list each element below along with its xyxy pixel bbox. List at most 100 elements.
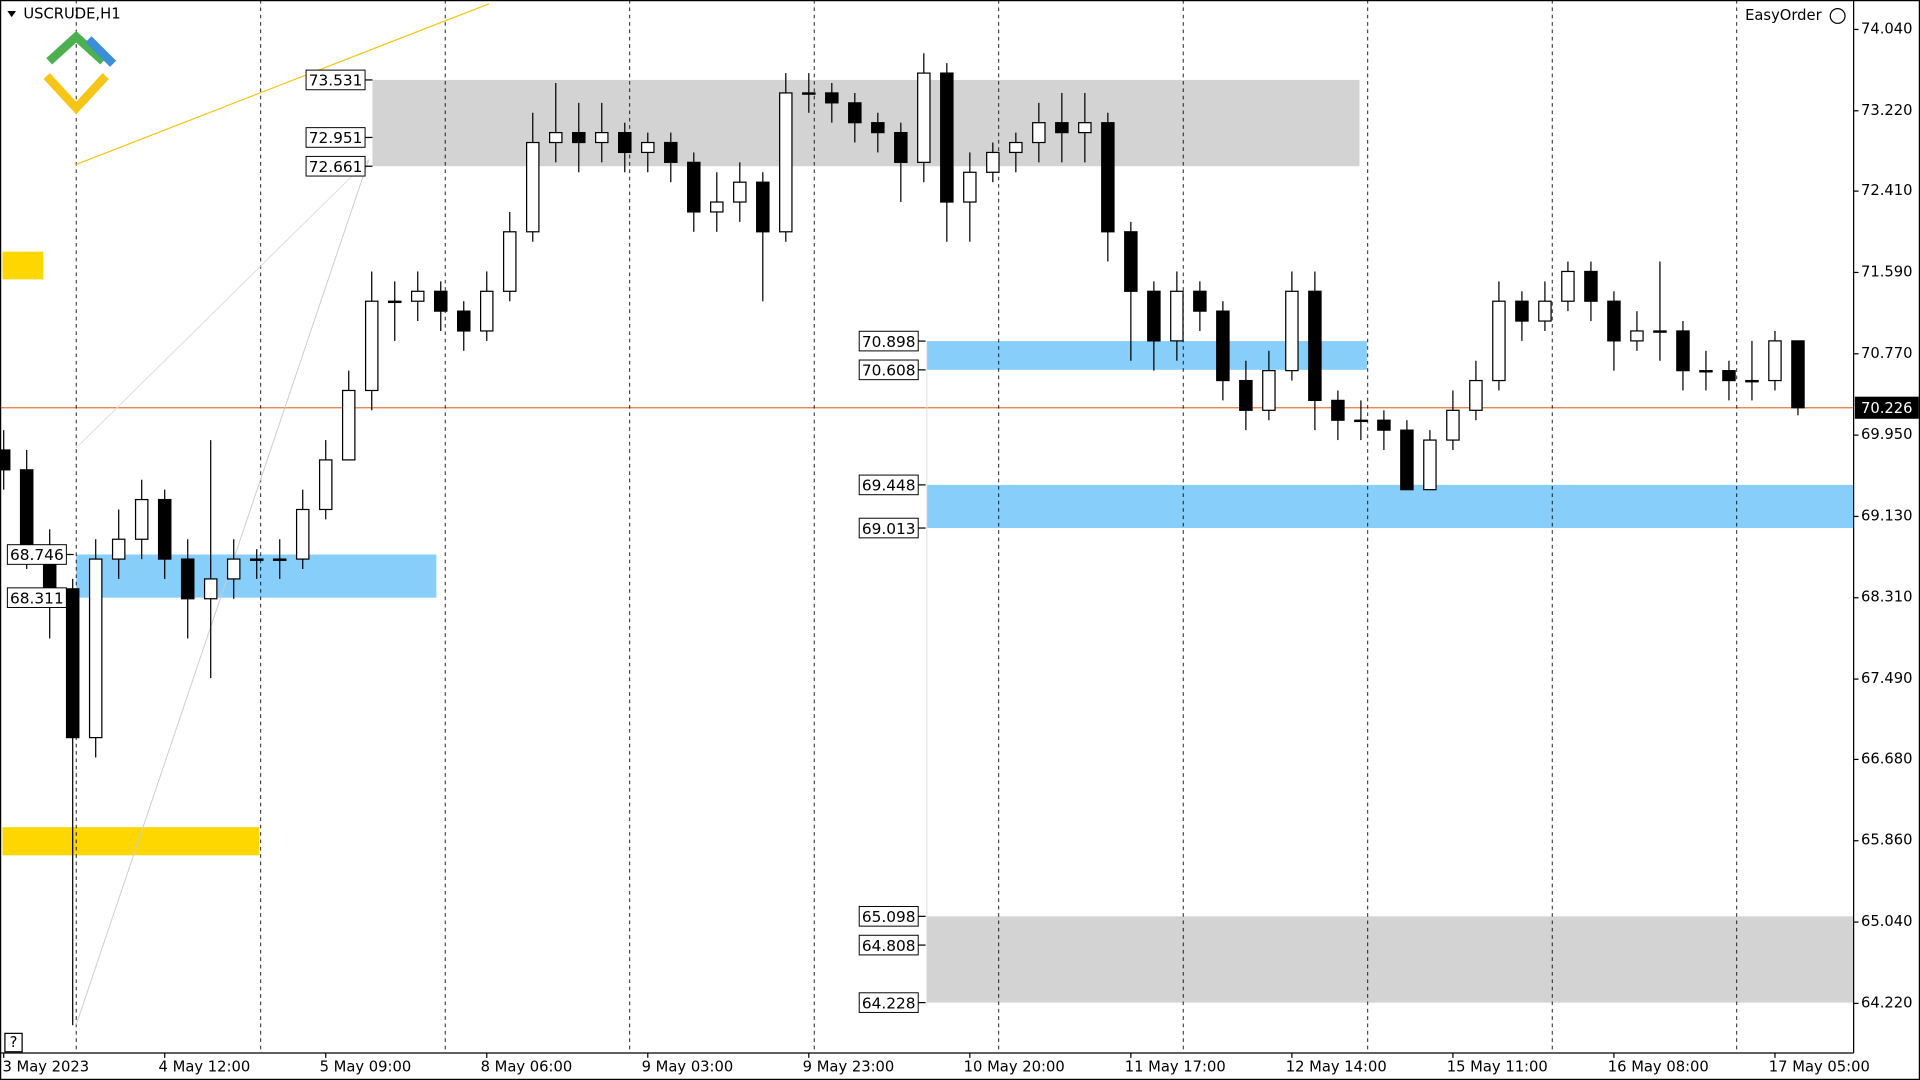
candle-body <box>1262 370 1276 411</box>
help-box[interactable] <box>4 1032 23 1053</box>
level-label: 69.013 <box>862 520 916 538</box>
candle-body <box>88 558 103 739</box>
logo-part <box>43 73 109 115</box>
y-tick-label: 71.590 <box>1861 263 1913 280</box>
candle-body <box>1722 370 1736 382</box>
x-tick-label: 9 May 23:00 <box>803 1059 895 1076</box>
candle-body <box>1308 290 1322 402</box>
candle-body <box>1400 429 1414 491</box>
x-tick-label: 9 May 03:00 <box>642 1059 734 1076</box>
candle-body <box>1653 330 1667 333</box>
x-tick-label: 12 May 14:00 <box>1286 1059 1387 1076</box>
level-label: 65.098 <box>862 908 916 926</box>
level-label: 68.311 <box>10 589 64 607</box>
x-tick-label: 10 May 20:00 <box>964 1059 1065 1076</box>
candle-body <box>986 151 1000 173</box>
level-labels: 73.531 72.951 72.661 70.898 70.608 69.448 69.0… <box>6 69 926 1013</box>
y-tick-label: 72.410 <box>1861 182 1913 199</box>
candle-body <box>1216 310 1230 382</box>
candle-body <box>295 508 310 560</box>
x-tick-label: 15 May 11:00 <box>1447 1059 1548 1076</box>
candle-body <box>687 161 701 213</box>
candle-body <box>1469 379 1483 411</box>
candle-body <box>595 131 609 144</box>
candle-body <box>1584 270 1598 302</box>
candle-body <box>641 141 655 154</box>
marker-zone <box>2 827 260 856</box>
candle-body <box>134 498 149 540</box>
fib-line <box>75 159 370 1025</box>
marker-zone <box>2 251 44 280</box>
x-tick-label: 3 May 2023 <box>2 1059 89 1076</box>
candle-body <box>111 538 126 560</box>
candle-body <box>1561 270 1575 302</box>
candle-body <box>387 300 402 304</box>
candle-body <box>526 141 540 233</box>
level-label: 70.608 <box>862 362 916 380</box>
current-price-box <box>1854 396 1919 419</box>
current-price-label: 70.226 <box>1861 400 1913 417</box>
candle-body <box>1676 330 1690 372</box>
candle-body <box>1791 340 1805 409</box>
x-tick-label: 17 May 05:00 <box>1769 1059 1870 1076</box>
candle-body <box>1377 419 1391 431</box>
candle-body <box>1515 300 1529 322</box>
axes: 3 May 2023 4 May 12:00 5 May 09:00 8 May 06… <box>2 20 1919 1076</box>
zone <box>926 916 1854 1003</box>
candle-body <box>1446 409 1460 441</box>
help-label[interactable]: ? <box>10 1034 18 1051</box>
candle-body <box>1239 379 1253 411</box>
candle-body <box>756 181 770 233</box>
x-tick-label: 8 May 06:00 <box>481 1059 573 1076</box>
candle-body <box>65 588 80 739</box>
menu-arrow[interactable] <box>7 11 16 18</box>
candle-body <box>710 201 724 213</box>
trend-line <box>75 3 490 166</box>
candle-body <box>802 92 816 95</box>
y-tick-label: 69.950 <box>1861 426 1913 443</box>
easyorder-label[interactable]: EasyOrder <box>1745 7 1823 24</box>
level-label: 68.746 <box>10 546 64 564</box>
candle-body <box>272 558 287 561</box>
candle-body <box>618 131 632 154</box>
candle-body <box>1032 122 1046 144</box>
zones <box>0 79 1854 1003</box>
candle-body <box>433 290 448 312</box>
candle-body <box>180 558 195 600</box>
candle-body <box>1630 330 1644 342</box>
candle-body <box>157 498 172 560</box>
candle-body <box>341 389 356 461</box>
candle-body <box>1101 122 1115 233</box>
candle-body <box>364 300 379 392</box>
level-label: 73.531 <box>309 72 363 90</box>
candle-body <box>871 122 885 134</box>
candle-body <box>19 469 34 550</box>
smiley-icon[interactable] <box>1829 7 1846 24</box>
y-tick-label: 66.680 <box>1861 750 1913 767</box>
candle-body <box>249 558 264 561</box>
candle-body <box>894 131 908 163</box>
candle-body <box>733 181 747 203</box>
level-label: 69.448 <box>862 477 916 495</box>
candle-body <box>1768 340 1782 382</box>
candle-body <box>503 231 517 292</box>
zone <box>372 79 1360 167</box>
candle-body <box>1423 439 1437 491</box>
candle-body <box>825 92 839 104</box>
candle-body <box>1147 290 1161 342</box>
y-tick-label: 65.860 <box>1861 832 1913 849</box>
logo-part <box>46 31 107 65</box>
candle-body <box>917 72 931 163</box>
y-tick-label: 65.040 <box>1861 913 1913 930</box>
candle-body <box>1009 141 1023 154</box>
x-tick-label: 4 May 12:00 <box>159 1059 251 1076</box>
y-tick-label: 67.490 <box>1861 670 1913 687</box>
x-tick-label: 5 May 09:00 <box>320 1059 412 1076</box>
fib-line <box>75 159 370 449</box>
candle-body <box>1354 419 1368 423</box>
candle-body <box>318 459 333 511</box>
candle-body <box>963 171 977 203</box>
level-label: 64.228 <box>862 994 916 1012</box>
